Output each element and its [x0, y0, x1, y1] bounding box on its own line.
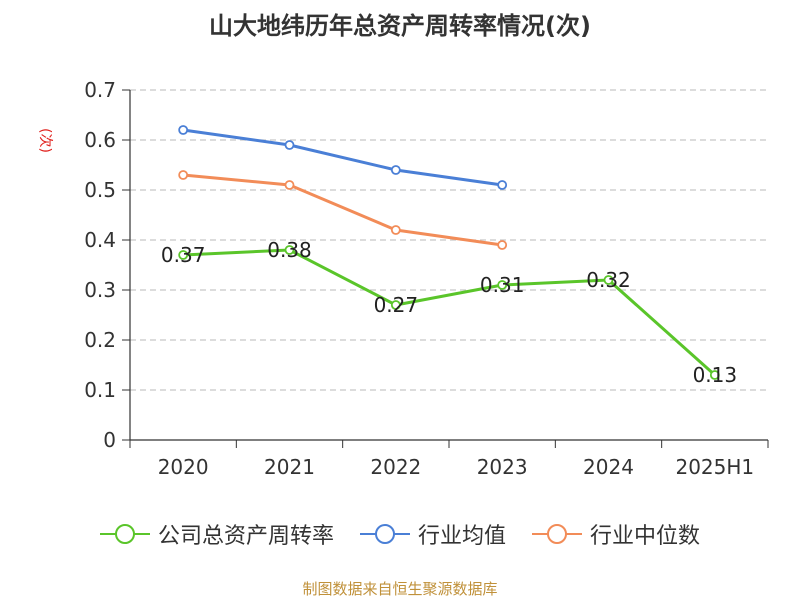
y-tick-label: 0.4	[84, 228, 116, 252]
data-point	[497, 240, 508, 250]
data-point	[390, 165, 401, 175]
data-point	[497, 180, 508, 190]
x-tick-label: 2024	[583, 455, 634, 479]
data-point	[284, 140, 295, 150]
legend-item-industry-median[interactable]: 行业中位数	[532, 518, 700, 550]
data-label: 0.27	[374, 293, 419, 317]
data-point	[178, 125, 189, 135]
y-tick-label: 0.5	[84, 178, 116, 202]
data-point	[390, 225, 401, 235]
data-label: 0.32	[586, 268, 631, 292]
x-tick-label: 2020	[158, 455, 209, 479]
x-tick-label: 2023	[477, 455, 528, 479]
data-label: 0.13	[693, 363, 738, 387]
y-tick-label: 0.2	[84, 328, 116, 352]
data-source-note: 制图数据来自恒生聚源数据库	[302, 580, 498, 598]
legend-label: 公司总资产周转率	[157, 524, 334, 549]
data-point	[390, 300, 401, 310]
legend-item-industry-mean[interactable]: 行业均值	[359, 518, 506, 550]
data-label: 0.37	[161, 243, 206, 267]
legend-label: 行业中位数	[590, 524, 701, 549]
y-tick-label: 0	[103, 428, 116, 452]
y-tick-label: 0.6	[84, 128, 116, 152]
data-point	[709, 370, 720, 380]
x-tick-label: 2022	[370, 455, 421, 479]
legend-marker-icon	[532, 524, 582, 544]
legend-item-company[interactable]: 公司总资产周转率	[99, 518, 334, 550]
series-line	[183, 248, 716, 377]
legend-marker-icon	[359, 524, 410, 544]
y-tick-label: 0.1	[84, 378, 116, 402]
data-point	[178, 170, 189, 180]
data-label: 0.38	[267, 238, 312, 262]
legend: 公司总资产周转率 行业均值 行业中位数	[0, 518, 800, 550]
series-line	[182, 128, 503, 187]
data-point	[497, 280, 508, 290]
chart-title: 山大地纬历年总资产周转率情况(次)	[209, 12, 591, 40]
data-point	[284, 180, 295, 190]
y-tick-label: 0.7	[84, 78, 116, 102]
legend-label: 行业均值	[417, 524, 506, 549]
legend-marker-icon	[99, 524, 150, 544]
data-point	[603, 275, 614, 285]
data-point	[178, 250, 189, 260]
x-tick-label: 2025H1	[675, 455, 754, 479]
x-tick-label: 2021	[264, 455, 315, 479]
data-point	[284, 245, 295, 255]
y-tick-label: 0.3	[84, 278, 116, 302]
data-label: 0.31	[480, 273, 525, 297]
series-line	[183, 173, 503, 247]
